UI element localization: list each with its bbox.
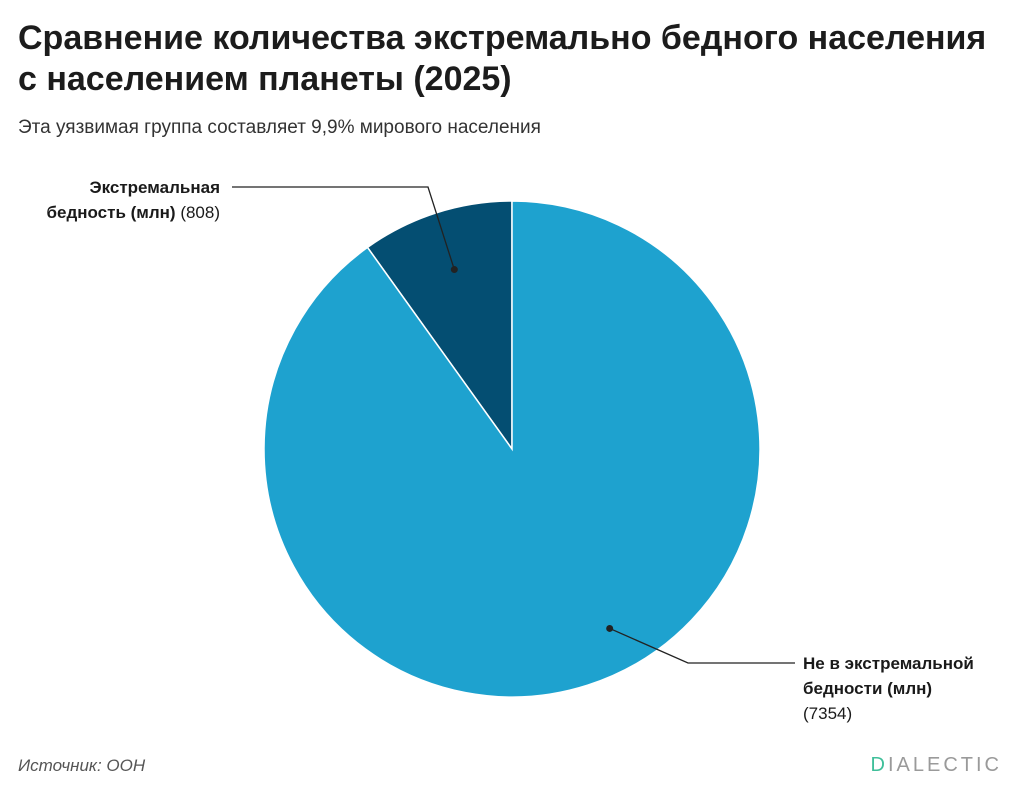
brand-logo: DIALECTIC: [871, 754, 1002, 777]
slice-label-poor-line-2-text: бедность (млн): [46, 203, 175, 222]
slice-label-poor-line-1: Экстремальная: [90, 178, 220, 197]
chart-subtitle: Эта уязвимая группа составляет 9,9% миро…: [18, 117, 541, 138]
slice-label-not-poor-line-2: бедности (млн): [803, 679, 932, 698]
brand-logo-first-letter: D: [870, 754, 888, 776]
chart-title-line-1: Сравнение количества экстремально бедног…: [18, 19, 987, 57]
source-note: Источник: ООН: [18, 756, 146, 775]
slice-value-not-poor: (7354): [803, 704, 852, 723]
pie-slices: [263, 200, 761, 698]
chart-title-line-2: с населением планеты (2025): [18, 60, 512, 98]
leader-line-not-poor: [606, 624, 795, 664]
brand-logo-rest: IALECTIC: [887, 754, 1002, 776]
slice-label-not-poor-line-1: Не в экстремальной: [803, 654, 974, 673]
chart-title: Сравнение количества экстремально бедног…: [18, 18, 1008, 100]
pie-slice-not-poor: [263, 200, 761, 698]
leader-line-poor: [232, 186, 458, 274]
slice-value-poor: (808): [180, 203, 220, 222]
slice-label-poor-line-2: бедность (млн) (808): [46, 203, 220, 222]
